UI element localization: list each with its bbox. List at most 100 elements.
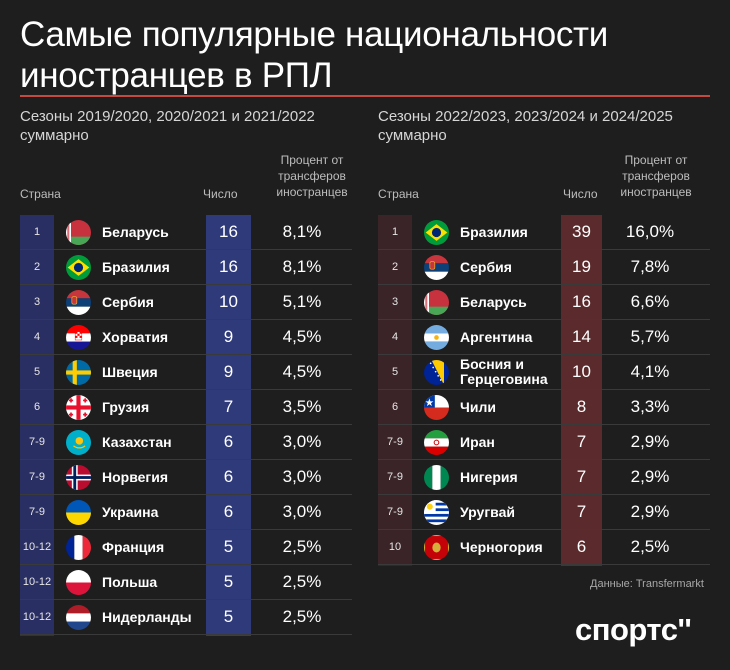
rank-label: 1 — [33, 226, 41, 238]
count-value: 7 — [576, 467, 587, 486]
percent-value: 2,9% — [630, 432, 670, 451]
argentina-flag-icon — [424, 325, 449, 350]
rank-label: 3 — [33, 296, 41, 308]
percent-value: 4,1% — [630, 362, 670, 381]
serbia-flag-icon — [424, 255, 449, 280]
percent-value: 8,1% — [282, 257, 322, 276]
left-table-row: 7-9 Украина 6 3,0% — [20, 495, 352, 530]
right-table-row: 5 Босния и Герцеговина 10 4,1% — [378, 355, 710, 390]
right-table-row: 7-9 Нигерия 7 2,9% — [378, 460, 710, 495]
left-table-row: 5 Швеция 9 4,5% — [20, 355, 352, 390]
brazil-flag-icon — [424, 220, 449, 245]
percent-value: 6,6% — [630, 292, 670, 311]
left-table-subtitle: Сезоны 2019/2020, 2020/2021 и 2021/2022 … — [20, 108, 315, 144]
count-value: 7 — [576, 432, 587, 451]
percent-value: 7,8% — [630, 257, 670, 276]
percent-value: 3,3% — [630, 397, 670, 416]
left-table: 1 Беларусь 16 8,1% 2 Бразилия 16 8,1% 3 Сербия 10 5… — [20, 215, 352, 636]
country-name: Беларусь — [460, 293, 527, 310]
rank-label: 10 — [388, 541, 402, 553]
rank-label: 5 — [391, 366, 399, 378]
country-name: Аргентина — [460, 328, 533, 345]
count-value: 5 — [223, 537, 234, 556]
count-value: 8 — [576, 397, 587, 416]
left-table-row: 1 Беларусь 16 8,1% — [20, 215, 352, 250]
count-value: 7 — [576, 502, 587, 521]
right-table-row: 2 Сербия 19 7,8% — [378, 250, 710, 285]
left-header-country: Страна — [20, 187, 61, 201]
poland-flag-icon — [66, 570, 91, 595]
belarus-flag-icon — [424, 290, 449, 315]
rank-label: 6 — [391, 401, 399, 413]
data-source: Данные: Transfermarkt — [590, 578, 704, 590]
count-value: 5 — [223, 572, 234, 591]
rank-label: 5 — [33, 366, 41, 378]
title-divider — [20, 95, 710, 97]
right-header-country: Страна — [378, 187, 419, 201]
right-table: 1 Бразилия 39 16,0% 2 Сербия 19 7,8% 3 Беларусь 16… — [378, 215, 710, 566]
uruguay-flag-icon — [424, 500, 449, 525]
right-table-row: 7-9 Уругвай 7 2,9% — [378, 495, 710, 530]
rank-label: 4 — [33, 331, 41, 343]
count-value: 16 — [219, 257, 238, 276]
rank-label: 2 — [391, 261, 399, 273]
france-flag-icon — [66, 535, 91, 560]
norway-flag-icon — [66, 465, 91, 490]
left-header-count: Число — [203, 187, 238, 201]
count-value: 6 — [223, 502, 234, 521]
percent-value: 5,1% — [282, 292, 322, 311]
count-value: 39 — [572, 222, 591, 241]
percent-value: 2,5% — [282, 572, 322, 591]
country-name: Черногория — [460, 538, 543, 555]
percent-value: 5,7% — [630, 327, 670, 346]
rank-label: 4 — [391, 331, 399, 343]
country-name: Швеция — [102, 363, 158, 380]
country-name: Иран — [460, 433, 495, 450]
left-header-percent: Процент от трансферов иностранцев — [276, 153, 348, 199]
rank-label: 3 — [391, 296, 399, 308]
count-value: 14 — [572, 327, 591, 346]
iran-flag-icon — [424, 430, 449, 455]
count-value: 16 — [572, 292, 591, 311]
right-rank-band — [378, 215, 412, 566]
country-name: Украина — [102, 503, 159, 520]
percent-value: 2,5% — [630, 537, 670, 556]
serbia-flag-icon — [66, 290, 91, 315]
country-name: Бразилия — [102, 258, 170, 275]
country-name: Нидерланды — [102, 608, 192, 625]
rank-label: 7-9 — [387, 506, 403, 518]
country-name: Грузия — [102, 398, 150, 415]
right-table-row: 6 Чили 8 3,3% — [378, 390, 710, 425]
country-name: Нигерия — [460, 468, 518, 485]
count-value: 19 — [572, 257, 591, 276]
percent-value: 3,5% — [282, 397, 322, 416]
percent-value: 3,0% — [282, 467, 322, 486]
count-value: 7 — [223, 397, 234, 416]
right-header-percent: Процент от трансферов иностранцев — [620, 153, 692, 199]
right-table-row: 1 Бразилия 39 16,0% — [378, 215, 710, 250]
country-name: Бразилия — [460, 223, 528, 240]
right-table-subtitle: Сезоны 2022/2023, 2023/2024 и 2024/2025 … — [378, 108, 673, 144]
left-table-row: 10-12 Польша 5 2,5% — [20, 565, 352, 600]
right-count-band — [561, 215, 602, 566]
percent-value: 4,5% — [282, 327, 322, 346]
ukraine-flag-icon — [66, 500, 91, 525]
count-value: 10 — [572, 362, 591, 381]
rank-label: 7-9 — [387, 471, 403, 483]
rank-label: 10-12 — [22, 576, 52, 588]
left-rank-band — [20, 215, 54, 636]
kazakhstan-flag-icon — [66, 430, 91, 455]
rank-label: 7-9 — [29, 506, 45, 518]
count-value: 6 — [576, 537, 587, 556]
rank-label: 6 — [33, 401, 41, 413]
country-name: Польша — [102, 573, 158, 590]
count-value: 9 — [223, 327, 234, 346]
georgia-flag-icon — [66, 395, 91, 420]
croatia-flag-icon — [66, 325, 91, 350]
count-value: 5 — [223, 607, 234, 626]
sweden-flag-icon — [66, 360, 91, 385]
right-table-row: 3 Беларусь 16 6,6% — [378, 285, 710, 320]
percent-value: 3,0% — [282, 502, 322, 521]
country-name: Беларусь — [102, 223, 169, 240]
left-count-band — [206, 215, 251, 636]
